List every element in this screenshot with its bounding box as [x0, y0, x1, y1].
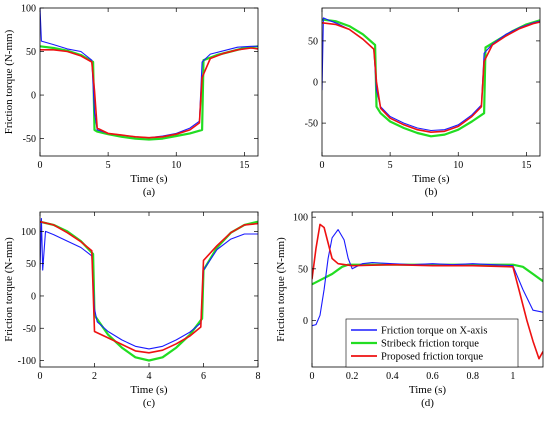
- subplot-caption: (d): [421, 397, 434, 409]
- subplot-caption: (a): [143, 186, 156, 198]
- legend-label-stribeck: Stribeck friction torque: [381, 339, 479, 350]
- x-tick-label: 1: [510, 371, 515, 382]
- x-tick-label: 0: [320, 160, 325, 171]
- y-axis-label: Friction torque (N-mm): [3, 29, 15, 134]
- series-line-stribeck: [40, 220, 258, 362]
- x-tick-label: 15: [521, 160, 531, 171]
- subplot-a: 0 5 10 15 -50 0 50 100 Time (s)(a) Friction torqu…: [3, 4, 259, 198]
- x-tick-label: 5: [106, 160, 111, 171]
- x-tick-label: 10: [453, 160, 463, 171]
- series-line-x-axis: [40, 217, 258, 350]
- series-line-x-axis: [312, 229, 543, 327]
- y-tick-label: 0: [31, 91, 36, 102]
- legend: Friction torque on X-axis Stribeck frict…: [345, 318, 519, 368]
- series-line-x-axis: [40, 8, 258, 139]
- y-tick-label: -50: [23, 324, 36, 335]
- series-line-proposed: [312, 223, 543, 360]
- y-tick-label: 50: [298, 264, 308, 275]
- x-tick-label: 5: [388, 160, 393, 171]
- x-axis-label: Time (s): [412, 173, 450, 185]
- y-tick-label: 50: [26, 47, 36, 58]
- y-tick-label: 0: [313, 78, 318, 89]
- x-axis-label: Time (s): [130, 173, 168, 185]
- series-line-proposed: [40, 220, 258, 354]
- x-tick-label: 10: [171, 160, 181, 171]
- y-tick-label: 100: [21, 4, 36, 15]
- x-axis-label: Time (s): [130, 384, 168, 396]
- subplot-caption: (c): [143, 397, 156, 409]
- x-tick-label: 8: [256, 371, 261, 382]
- x-tick-label: 6: [201, 371, 206, 382]
- x-tick-label: 4: [147, 371, 152, 382]
- y-axis-label: Friction torque (N-mm): [3, 237, 15, 342]
- axes-frame: [39, 7, 259, 157]
- x-axis-label: Time (s): [409, 384, 447, 396]
- x-tick-label: 0: [310, 371, 315, 382]
- y-tick-label: 50: [308, 36, 318, 47]
- x-tick-label: 0: [38, 160, 43, 171]
- plot-area: [322, 17, 540, 138]
- legend-label-x-axis: Friction torque on X-axis: [381, 326, 487, 337]
- y-axis-label: Friction torque (N-mm): [275, 237, 287, 342]
- x-tick-label: 0.6: [426, 371, 439, 382]
- plot-area: [40, 217, 258, 362]
- series-line-stribeck: [322, 18, 540, 138]
- legend-label-proposed: Proposed friction torque: [381, 352, 483, 363]
- y-tick-label: 0: [31, 291, 36, 302]
- series-line-stribeck: [40, 45, 258, 141]
- subplot-d: 0 0.2 0.4 0.6 0.8 1 0 50 100 Time (s)(d) Friction …: [275, 211, 544, 409]
- y-tick-label: 100: [293, 213, 308, 224]
- series-line-stribeck: [312, 263, 543, 286]
- x-tick-label: 0.8: [466, 371, 479, 382]
- subplot-caption: (b): [425, 186, 438, 198]
- series-line-proposed: [322, 21, 540, 133]
- plot-area: [40, 8, 258, 141]
- x-tick-label: 2: [92, 371, 97, 382]
- plot-area: [312, 223, 543, 360]
- subplot-c: 0 2 4 6 8 -100 -50 0 50 100 Time (s)(c) Friction to…: [3, 211, 261, 409]
- x-tick-label: 0: [38, 371, 43, 382]
- y-tick-label: 50: [26, 259, 36, 270]
- y-tick-label: -100: [18, 356, 36, 367]
- y-tick-label: 0: [303, 316, 308, 327]
- subplot-b: 0 5 10 15 -50 0 50 Time (s)(b): [305, 7, 541, 198]
- x-tick-label: 15: [239, 160, 249, 171]
- x-tick-label: 0.4: [386, 371, 399, 382]
- series-line-proposed: [40, 47, 258, 139]
- y-tick-label: -50: [305, 119, 318, 130]
- y-tick-label: -50: [23, 134, 36, 145]
- x-tick-label: 0.2: [346, 371, 359, 382]
- y-tick-label: 100: [21, 227, 36, 238]
